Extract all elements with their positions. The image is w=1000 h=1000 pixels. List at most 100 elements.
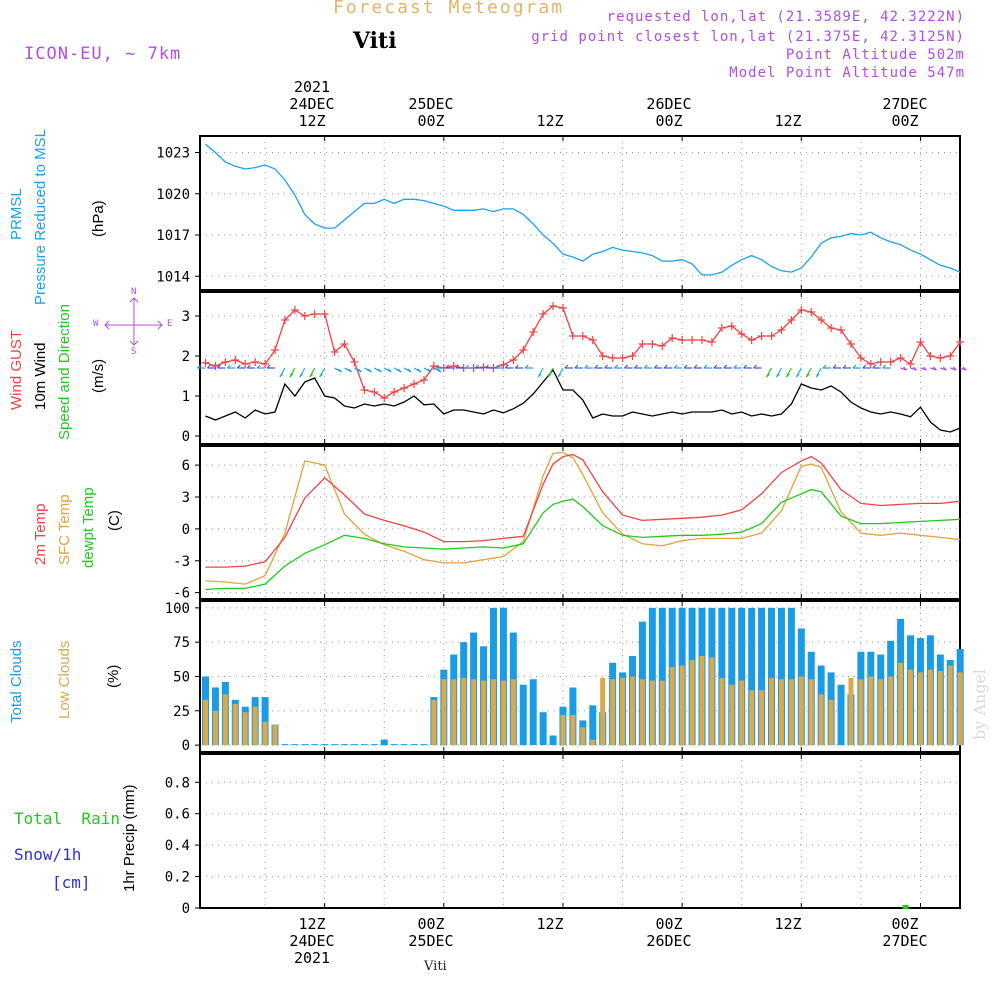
gust-marker (290, 306, 299, 314)
wind-direction-arrow (216, 364, 226, 369)
gust-marker (906, 360, 915, 368)
top-tick-27dec-00z: 27DEC 00Z (882, 95, 928, 130)
gust-marker (251, 358, 260, 366)
footer-location: Viti (424, 959, 447, 974)
gust-marker (737, 330, 746, 338)
bottom-tick-25dec-00z: 00Z 25DEC (408, 915, 454, 950)
pressure-line (205, 143, 961, 276)
bottom-tick-12z-a: 12Z (536, 915, 564, 933)
low-cloud-bar (719, 677, 725, 746)
wind-direction-arrow (663, 364, 673, 369)
gust-marker (271, 346, 280, 354)
wind-direction-arrow (920, 366, 927, 371)
low-cloud-bar (451, 679, 457, 746)
bottom-tick-26dec-00z: 00Z 26DEC (646, 915, 692, 950)
low-cloud-bar (580, 727, 586, 746)
wind-direction-arrow (795, 367, 802, 378)
wind-direction-arrow (465, 364, 474, 369)
total-cloud-bar (370, 744, 378, 746)
wind-direction-arrow (743, 364, 752, 369)
low-cloud-bar (203, 699, 208, 746)
wind-direction-arrow (633, 364, 643, 369)
low-cloud-bar (778, 679, 784, 746)
y-tick-label: 25 (173, 704, 190, 720)
grid-point-coords: grid point closest lon,lat (21.375E, 42.… (531, 29, 965, 45)
gust-marker (350, 358, 359, 366)
wind-direction-arrow (785, 367, 792, 378)
rain-label: Total Rain (14, 809, 120, 828)
low-cloud-bar (749, 690, 755, 746)
low-cloud-bar (570, 714, 576, 746)
chart-title: Forecast Meteogram (333, 0, 565, 18)
gust-marker (856, 354, 865, 362)
gust-marker (628, 352, 637, 360)
wind-direction-arrow (852, 364, 861, 369)
gust-marker (767, 332, 776, 340)
wind-direction-arrow (614, 364, 623, 369)
low-cloud-bar (848, 677, 854, 746)
low-cloud-bar (917, 672, 923, 746)
y-tick-label: 1 (182, 389, 190, 405)
gust-marker (429, 362, 438, 370)
gust-marker (330, 348, 339, 356)
total-cloud-bar (321, 744, 329, 746)
wind-direction-arrow (524, 364, 534, 369)
top-tick-26dec-00z: 26DEC 00Z (646, 95, 692, 130)
gust-marker (916, 338, 925, 346)
gust-marker (668, 334, 677, 342)
wind-direction-arrow (815, 367, 822, 378)
low-cloud-bar (431, 699, 437, 746)
gust-marker (320, 310, 329, 318)
wind-direction-arrow (445, 364, 454, 369)
total-cloud-bar (658, 607, 666, 746)
wind-direction-arrow (930, 366, 937, 371)
wind-direction-arrow (364, 367, 372, 373)
wind-direction-arrow (950, 366, 957, 371)
wind-direction-arrow (485, 364, 494, 369)
gust-marker (578, 332, 587, 340)
y-tick-label: -6 (173, 586, 190, 602)
wind-direction-arrow (584, 364, 593, 369)
wind-direction-arrow (475, 364, 484, 369)
total-cloud-bar (331, 744, 339, 746)
gust-marker (568, 332, 577, 340)
total-cloud-bar (648, 607, 656, 746)
total-cloud-bar (728, 607, 736, 746)
y-tick-label: 6 (182, 458, 190, 474)
panel-frame-precip (199, 753, 961, 909)
wind-direction-arrow (289, 367, 296, 378)
wind-speed-line (205, 368, 961, 433)
low-cloud-bar (699, 655, 705, 746)
wind-direction-arrow (403, 367, 412, 373)
low-cloud-bar (510, 679, 516, 746)
gust-marker (201, 358, 210, 367)
wind-direction-arrow (455, 364, 464, 369)
low-cloud-bar (729, 684, 735, 746)
low-cloud-bar (808, 679, 814, 746)
y-tick-label: 3 (182, 490, 190, 506)
wind-direction-arrow (882, 364, 891, 369)
y-tick-label: 0.4 (165, 838, 190, 854)
y-tick-label: 2 (182, 349, 190, 365)
y-tick-label: 0.8 (165, 775, 190, 791)
wind-direction-arrow (713, 364, 722, 369)
wind-direction-arrow (537, 367, 544, 378)
gust-marker (658, 342, 667, 350)
wind-direction-arrow (842, 364, 851, 369)
total-cloud-bar (549, 735, 557, 746)
top-tick-24dec-12z: 2021 24DEC 12Z (289, 78, 335, 130)
y-tick-label: 50 (173, 670, 190, 686)
total-cloud-bar (281, 744, 289, 746)
model-altitude: Model Point Altitude 547m (729, 65, 965, 81)
wind-direction-arrow (832, 364, 842, 369)
low-cloud-bar (868, 676, 874, 746)
gust-marker (757, 332, 766, 340)
total-cloud-bar (390, 744, 398, 746)
low-cloud-bar (560, 714, 566, 746)
wind-direction-arrow (374, 367, 382, 373)
low-cloud-bar (769, 677, 775, 746)
gust-marker (261, 360, 270, 368)
total-cloud-bar (738, 607, 746, 746)
gust-marker (360, 386, 369, 394)
wind-direction-arrow (266, 364, 276, 369)
